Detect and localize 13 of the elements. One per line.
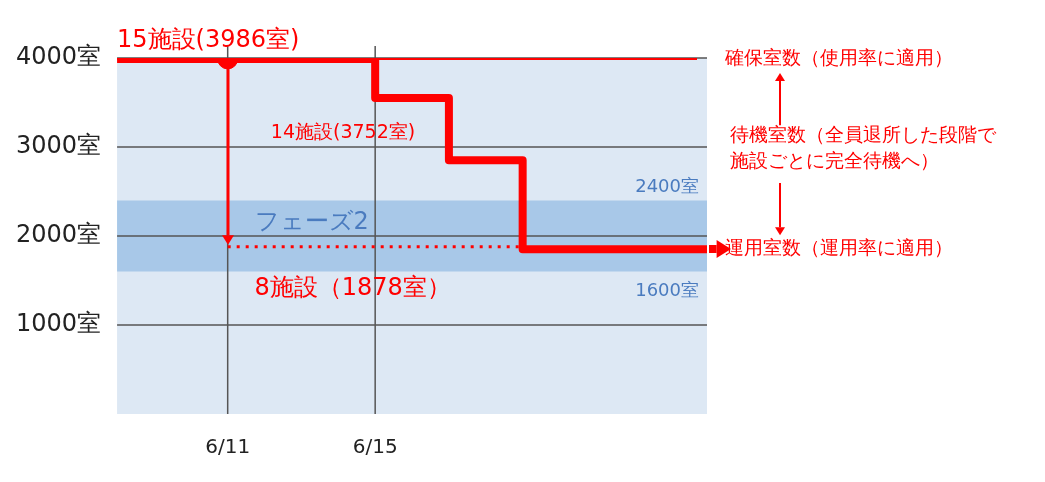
- annotation: 15施設(3986室): [117, 24, 300, 53]
- legend-label: 運用室数（運用率に適用）: [725, 236, 953, 259]
- ref-line-label: 確保室数（使用率に適用）: [724, 45, 953, 68]
- x-tick-label: 6/15: [352, 434, 398, 459]
- y-tick-label: 3000室: [16, 131, 102, 160]
- annotation: 1600室: [635, 278, 699, 300]
- y-tick-label: 2000室: [16, 220, 102, 249]
- y-tick-label: 1000室: [16, 309, 102, 338]
- band-label: フェーズ2: [254, 207, 369, 236]
- text: 待機室数（全員退所した段階で施設ごとに完全待機へ）: [730, 123, 997, 172]
- annotation: 2400室: [635, 175, 699, 197]
- y-tick-label: 4000室: [16, 42, 102, 71]
- x-tick-label: 6/11: [205, 434, 251, 459]
